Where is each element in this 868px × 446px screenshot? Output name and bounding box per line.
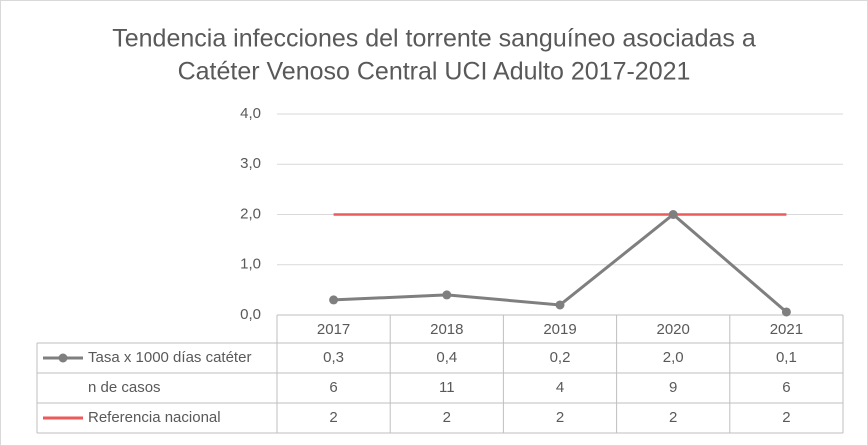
- point: [329, 295, 339, 305]
- legend-label: n de casos: [88, 379, 161, 396]
- point: [442, 290, 452, 300]
- x-tick-label: 2020: [657, 321, 690, 338]
- table-value: 4: [556, 379, 564, 396]
- x-tick-label: 2017: [317, 321, 350, 338]
- table-value: 2: [669, 409, 677, 426]
- y-tick-label: 0,0: [240, 306, 261, 323]
- point: [668, 210, 678, 219]
- legend-label: Referencia nacional: [88, 409, 221, 426]
- point: [781, 307, 791, 317]
- legend-marker: [58, 353, 68, 363]
- chart-title: Tendencia infecciones del torrente sangu…: [112, 25, 756, 53]
- x-tick-label: 2018: [430, 321, 463, 338]
- table-value: 2,0: [663, 349, 684, 366]
- table-value: 0,3: [323, 349, 344, 366]
- table-value: 2: [556, 409, 564, 426]
- table-value: 2: [782, 409, 790, 426]
- table-value: 11: [439, 379, 455, 396]
- y-tick-label: 2,0: [240, 205, 261, 222]
- point: [555, 300, 565, 310]
- table-value: 6: [782, 379, 790, 396]
- table-value: 2: [329, 409, 337, 426]
- table-value: 2: [443, 409, 451, 426]
- x-tick-label: 2019: [543, 321, 576, 338]
- chart-title: Catéter Venoso Central UCI Adulto 2017-2…: [178, 58, 691, 86]
- y-tick-label: 3,0: [240, 155, 261, 172]
- table-value: 6: [329, 379, 337, 396]
- legend-label: Tasa x 1000 días catéter: [88, 349, 251, 366]
- table-value: 9: [669, 379, 677, 396]
- table-value: 0,1: [776, 349, 797, 366]
- y-tick-label: 1,0: [240, 256, 261, 273]
- y-tick-label: 4,0: [240, 105, 261, 122]
- table-value: 0,2: [550, 349, 571, 366]
- table-value: 0,4: [436, 349, 457, 366]
- x-tick-label: 2021: [770, 321, 803, 338]
